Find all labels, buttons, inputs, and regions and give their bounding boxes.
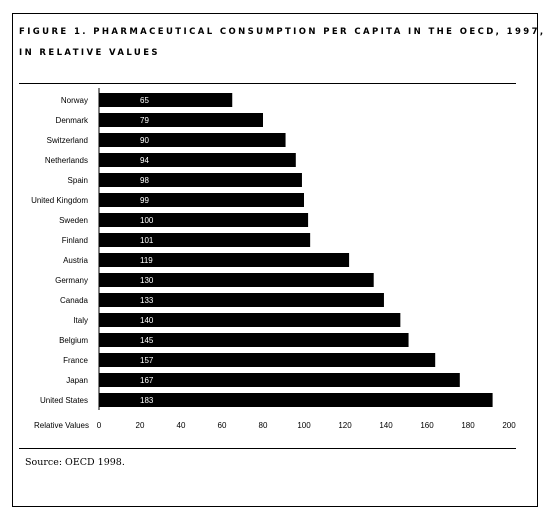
x-tick-label-40: 40 [177, 421, 186, 430]
value-label-france: 157 [140, 356, 154, 365]
bar-united-kingdom [99, 193, 304, 207]
category-label-canada: Canada [60, 296, 89, 305]
bar-united-states [99, 393, 493, 407]
value-label-united-kingdom: 99 [140, 196, 149, 205]
figure-frame [12, 13, 538, 507]
value-label-austria: 119 [140, 256, 153, 265]
x-tick-label-200: 200 [502, 421, 516, 430]
x-tick-label-160: 160 [420, 421, 434, 430]
value-label-spain: 98 [140, 176, 149, 185]
source-note: Source: OECD 1998. [25, 457, 125, 468]
bar-germany [99, 273, 374, 287]
category-label-sweden: Sweden [59, 216, 88, 225]
figure-title-line-1: FIGURE 1. PHARMACEUTICAL CONSUMPTION PER… [19, 27, 546, 37]
x-tick-label-0: 0 [97, 421, 102, 430]
category-label-spain: Spain [68, 176, 88, 185]
source-rule [19, 448, 516, 449]
bar-italy [99, 313, 401, 327]
bar-spain [99, 173, 302, 187]
x-tick-label-80: 80 [259, 421, 268, 430]
value-label-netherlands: 94 [140, 156, 149, 165]
value-label-denmark: 79 [140, 116, 149, 125]
bar-austria [99, 253, 350, 267]
value-label-canada: 133 [140, 296, 154, 305]
category-label-switzerland: Switzerland [47, 136, 88, 145]
value-label-finland: 101 [140, 236, 154, 245]
value-label-germany: 130 [140, 276, 154, 285]
bar-sweden [99, 213, 309, 227]
category-label-denmark: Denmark [56, 116, 89, 125]
category-label-belgium: Belgium [59, 336, 88, 345]
value-label-united-states: 183 [140, 396, 154, 405]
category-label-netherlands: Netherlands [45, 156, 88, 165]
bar-japan [99, 373, 460, 387]
bar-canada [99, 293, 384, 307]
category-label-finland: Finland [62, 236, 88, 245]
category-label-united-kingdom: United Kingdom [31, 196, 88, 205]
value-label-italy: 140 [140, 316, 154, 325]
title-rule [19, 83, 516, 84]
bar-netherlands [99, 153, 296, 167]
value-label-japan: 167 [140, 376, 154, 385]
category-label-italy: Italy [73, 316, 88, 325]
bar-norway [99, 93, 233, 107]
category-label-norway: Norway [61, 96, 88, 105]
category-label-france: France [63, 356, 88, 365]
bar-finland [99, 233, 311, 247]
value-label-belgium: 145 [140, 336, 154, 345]
x-axis-label: Relative Values [34, 421, 89, 430]
value-label-norway: 65 [140, 96, 149, 105]
x-tick-label-20: 20 [136, 421, 145, 430]
x-tick-label-100: 100 [297, 421, 311, 430]
bar-denmark [99, 113, 263, 127]
figure-title-line-2: IN RELATIVE VALUES [19, 48, 160, 58]
category-label-united-states: United States [40, 396, 88, 405]
category-label-austria: Austria [63, 256, 88, 265]
bar-belgium [99, 333, 409, 347]
category-label-germany: Germany [55, 276, 88, 285]
value-label-switzerland: 90 [140, 136, 149, 145]
x-tick-label-140: 140 [379, 421, 393, 430]
value-label-sweden: 100 [140, 216, 154, 225]
x-tick-label-120: 120 [338, 421, 352, 430]
bar-france [99, 353, 436, 367]
x-tick-label-180: 180 [461, 421, 475, 430]
category-label-japan: Japan [66, 376, 88, 385]
x-tick-label-60: 60 [218, 421, 227, 430]
bar-switzerland [99, 133, 286, 147]
